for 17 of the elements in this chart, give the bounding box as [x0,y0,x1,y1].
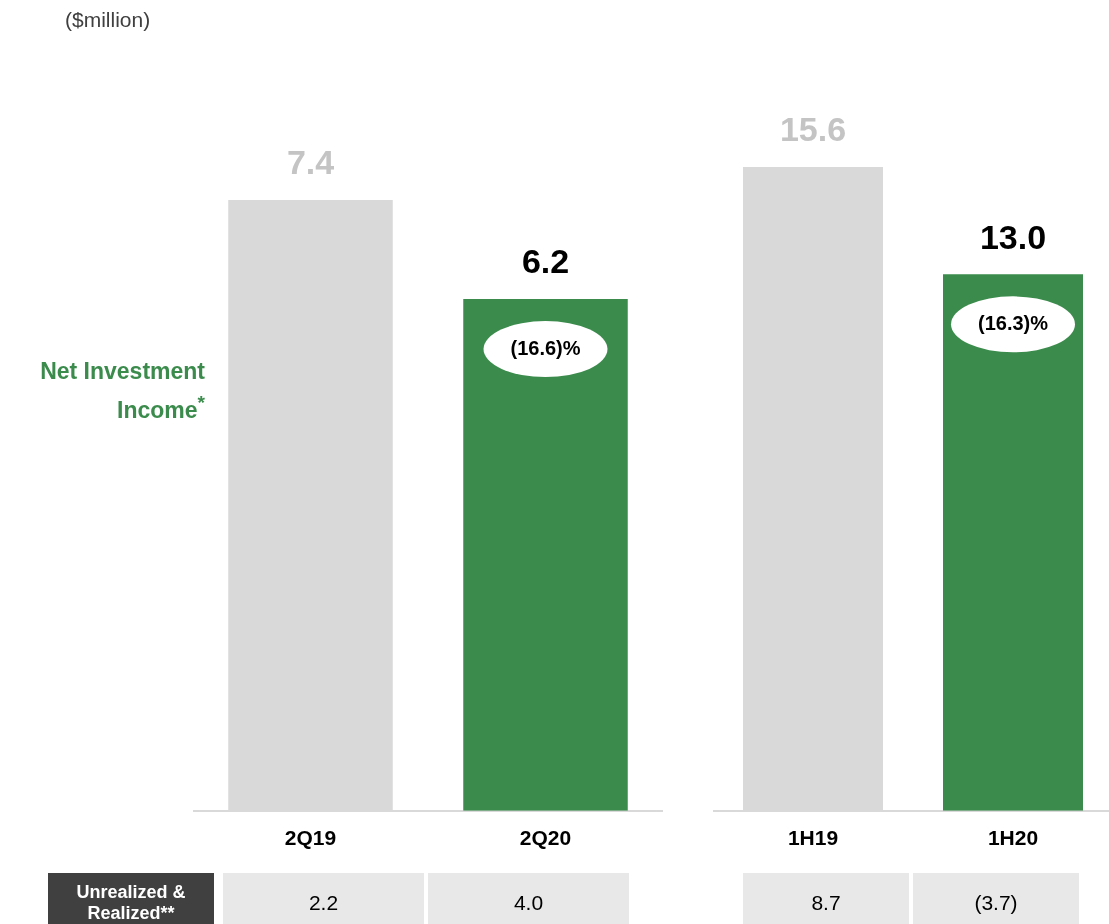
data-label: 15.6 [779,110,847,149]
data-label: 7.4 [286,143,335,182]
data-label: 13.0 [979,217,1047,256]
chart-title: ($million) [65,8,151,32]
annotation: (16.6)% [510,336,581,359]
data-label: 6.2 [521,242,570,281]
x-tick-label: 2Q19 [284,826,337,850]
text: 4.0 [428,873,629,924]
x-tick-label: 1H20 [987,826,1039,850]
x-tick-label: 2Q20 [519,826,572,850]
text: 2.2 [223,873,424,924]
annotation: (16.3)% [977,311,1049,334]
text: (3.7) [913,873,1079,924]
text: 8.7 [743,873,909,924]
x-tick-label: 1H19 [787,826,839,850]
y-axis-title: Net Investment Income$^{*}$ [39,357,205,425]
text: Unrealized & Realized** [48,873,214,924]
